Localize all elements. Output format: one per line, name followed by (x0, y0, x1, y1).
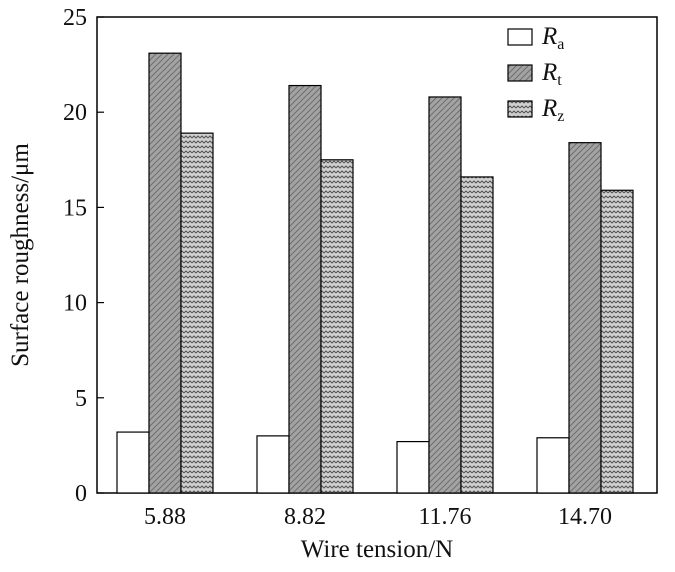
bars-group (116, 52, 634, 494)
bar-rz-14-70 (600, 189, 634, 494)
bar-ra-5-88 (116, 431, 150, 494)
x-axis-title: Wire tension/N (301, 536, 453, 563)
legend-label-rt: Rt (541, 59, 562, 89)
legend-swatch-rz (507, 100, 533, 118)
y-tick-label: 10 (63, 291, 87, 317)
x-tick-label: 5.88 (144, 504, 186, 530)
y-tick-label: 0 (75, 481, 87, 507)
plot-frame (96, 16, 658, 494)
bar-rz-8-82 (320, 159, 354, 494)
x-tick-label: 11.76 (418, 504, 471, 530)
x-tick-label: 14.70 (558, 504, 612, 530)
bar-rt-14-70 (568, 142, 602, 494)
bar-ra-14-70 (536, 437, 570, 494)
y-tick-label: 5 (75, 386, 87, 412)
y-tick-label: 25 (63, 5, 87, 31)
legend-label-rz: Rz (541, 95, 564, 125)
bar-rt-11-76 (428, 96, 462, 494)
y-tick-label: 15 (63, 195, 87, 221)
bar-ra-11-76 (396, 440, 430, 494)
legend-swatch-rt (507, 64, 533, 82)
bar-rz-5-88 (180, 132, 214, 494)
y-axis: 0 5 10 15 20 25 (63, 5, 104, 507)
y-axis-title: Surface roughness/μm (7, 143, 34, 367)
x-tick-label: 8.82 (284, 504, 326, 530)
legend: Ra Rt Rz (507, 23, 564, 125)
legend-label-ra: Ra (541, 23, 564, 53)
x-axis: 5.88 8.82 11.76 14.70 (144, 504, 612, 530)
bar-rt-5-88 (148, 52, 182, 494)
y-tick-label: 20 (63, 100, 87, 126)
bar-rz-11-76 (460, 176, 494, 494)
legend-swatch-ra (507, 28, 533, 46)
bar-rt-8-82 (288, 84, 322, 494)
bar-ra-8-82 (256, 435, 290, 494)
